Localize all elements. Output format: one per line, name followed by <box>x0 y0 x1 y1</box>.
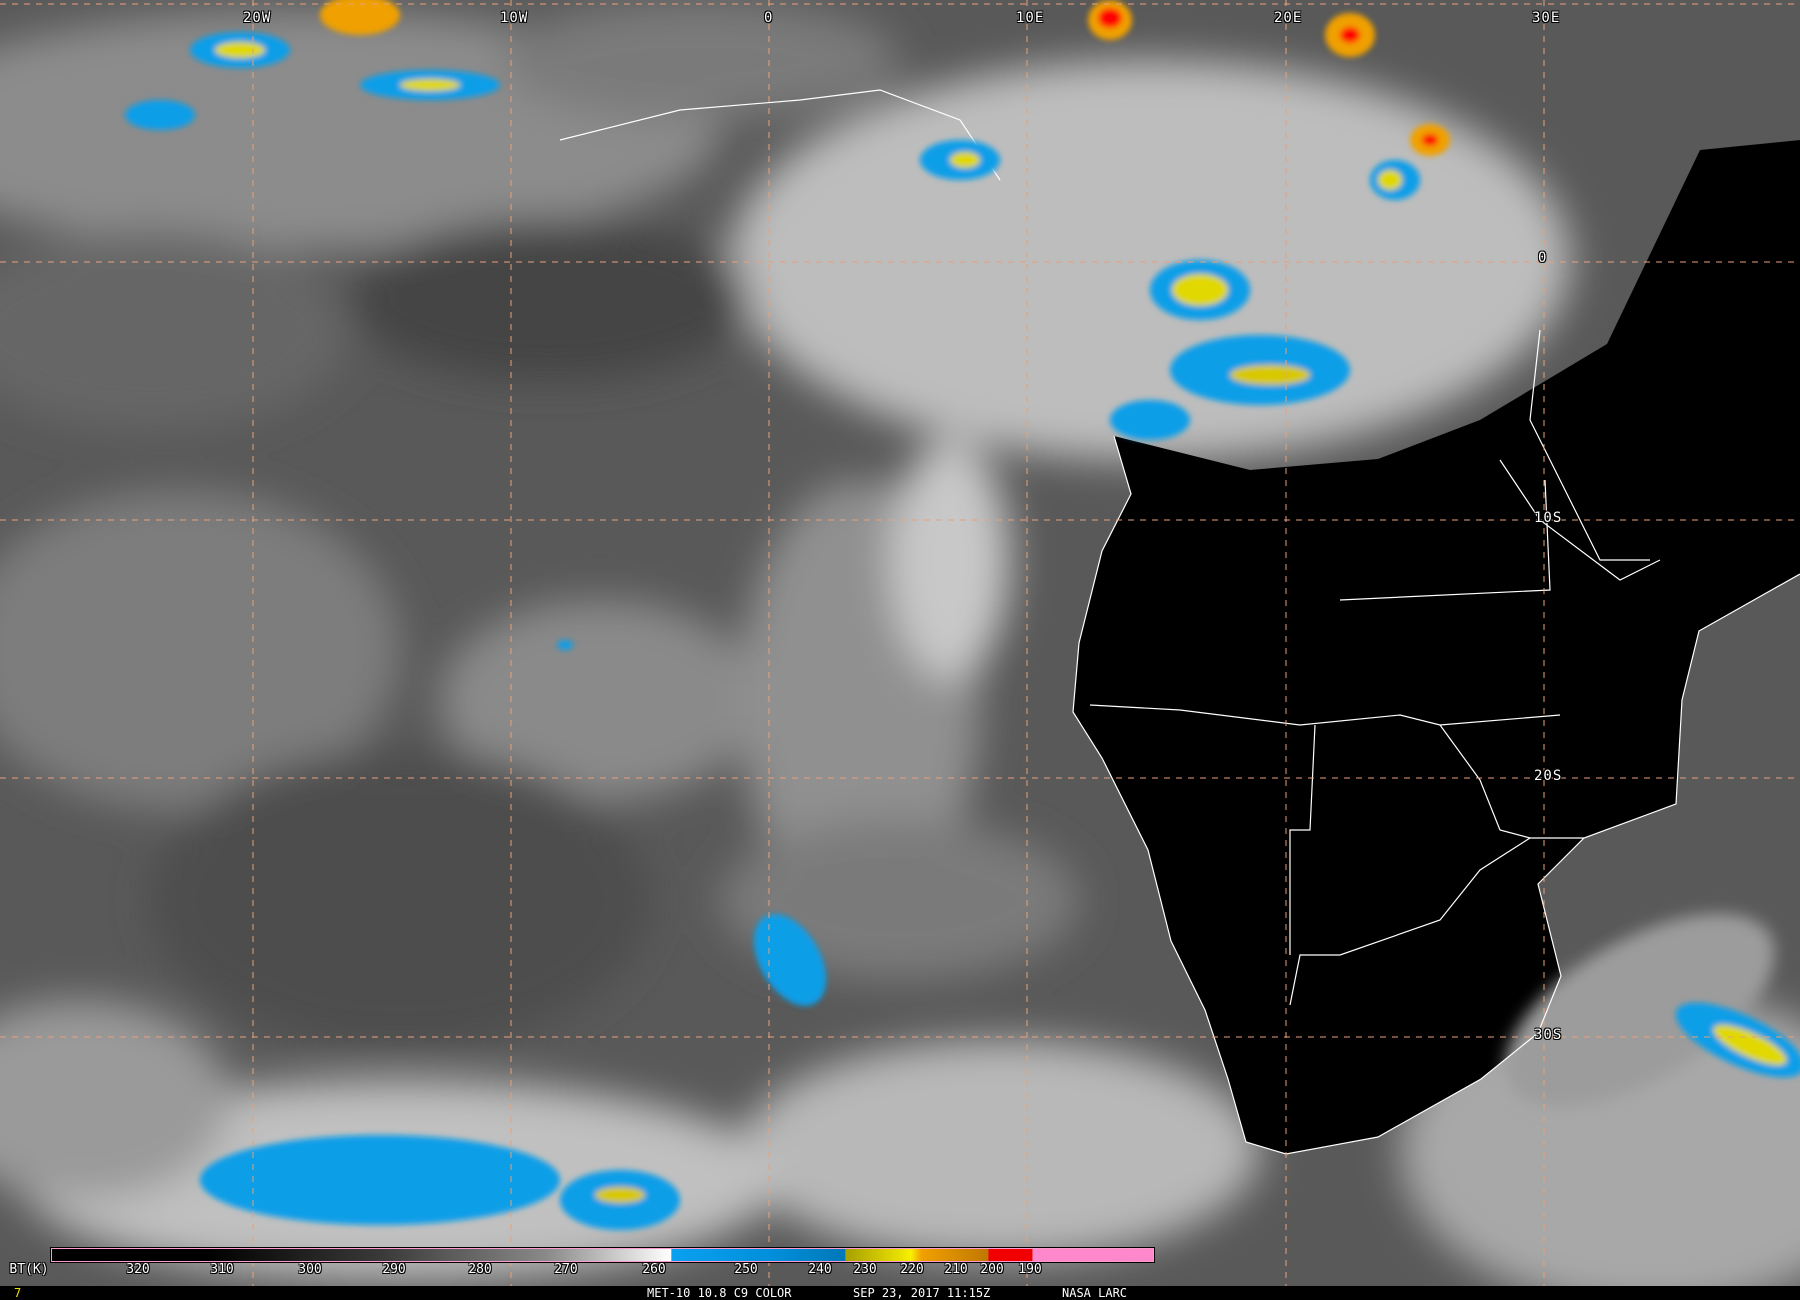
colorbar-tick: 310 <box>210 1262 234 1277</box>
country-borders <box>559 89 1800 1155</box>
longitude-label-20w: 20W <box>243 10 272 26</box>
satellite-product-label: MET-10 10.8 C9 COLOR <box>647 1286 792 1300</box>
longitude-label-20e: 20E <box>1274 10 1303 26</box>
longitude-label-30e: 30E <box>1532 10 1561 26</box>
colorbar-tick: 280 <box>468 1262 492 1277</box>
timestamp: SEP 23, 2017 11:15Z <box>853 1286 991 1300</box>
colorbar-tick: 260 <box>642 1262 666 1277</box>
africa-landmass <box>1073 140 1800 1154</box>
colorbar-tick: 230 <box>853 1262 877 1277</box>
colorbar-tick: 220 <box>900 1262 924 1277</box>
latitude-label-20s: 20S <box>1534 768 1563 784</box>
colorbar-tick: 300 <box>298 1262 322 1277</box>
latitude-label-10s: 10S <box>1534 510 1563 526</box>
image-caption-bar: 7 MET-10 10.8 C9 COLOR SEP 23, 2017 11:1… <box>0 1286 1800 1300</box>
colorbar-tick: 240 <box>808 1262 832 1277</box>
colorbar-tick: 210 <box>944 1262 968 1277</box>
longitude-label-10w: 10W <box>500 10 529 26</box>
colorbar-tick: 270 <box>554 1262 578 1277</box>
colorbar-tick: 290 <box>382 1262 406 1277</box>
frame-number: 7 <box>14 1286 22 1300</box>
source-label: NASA LARC <box>1062 1286 1128 1300</box>
longitude-label-0: 0 <box>764 10 774 26</box>
longitude-label-10e: 10E <box>1016 10 1045 26</box>
colorbar-tick: 190 <box>1018 1262 1042 1277</box>
convective-cloud-tops <box>125 0 1800 1230</box>
colorbar-tick: 200 <box>980 1262 1004 1277</box>
latitude-label-30s: 30S <box>1534 1027 1563 1043</box>
brightness-temperature-colorbar <box>50 1247 1155 1263</box>
colorbar-tick: 320 <box>126 1262 150 1277</box>
colorbar-tick: 250 <box>734 1262 758 1277</box>
latitude-label-0: 0 <box>1538 250 1548 266</box>
colorbar-unit-label: BT(K) <box>9 1262 49 1277</box>
